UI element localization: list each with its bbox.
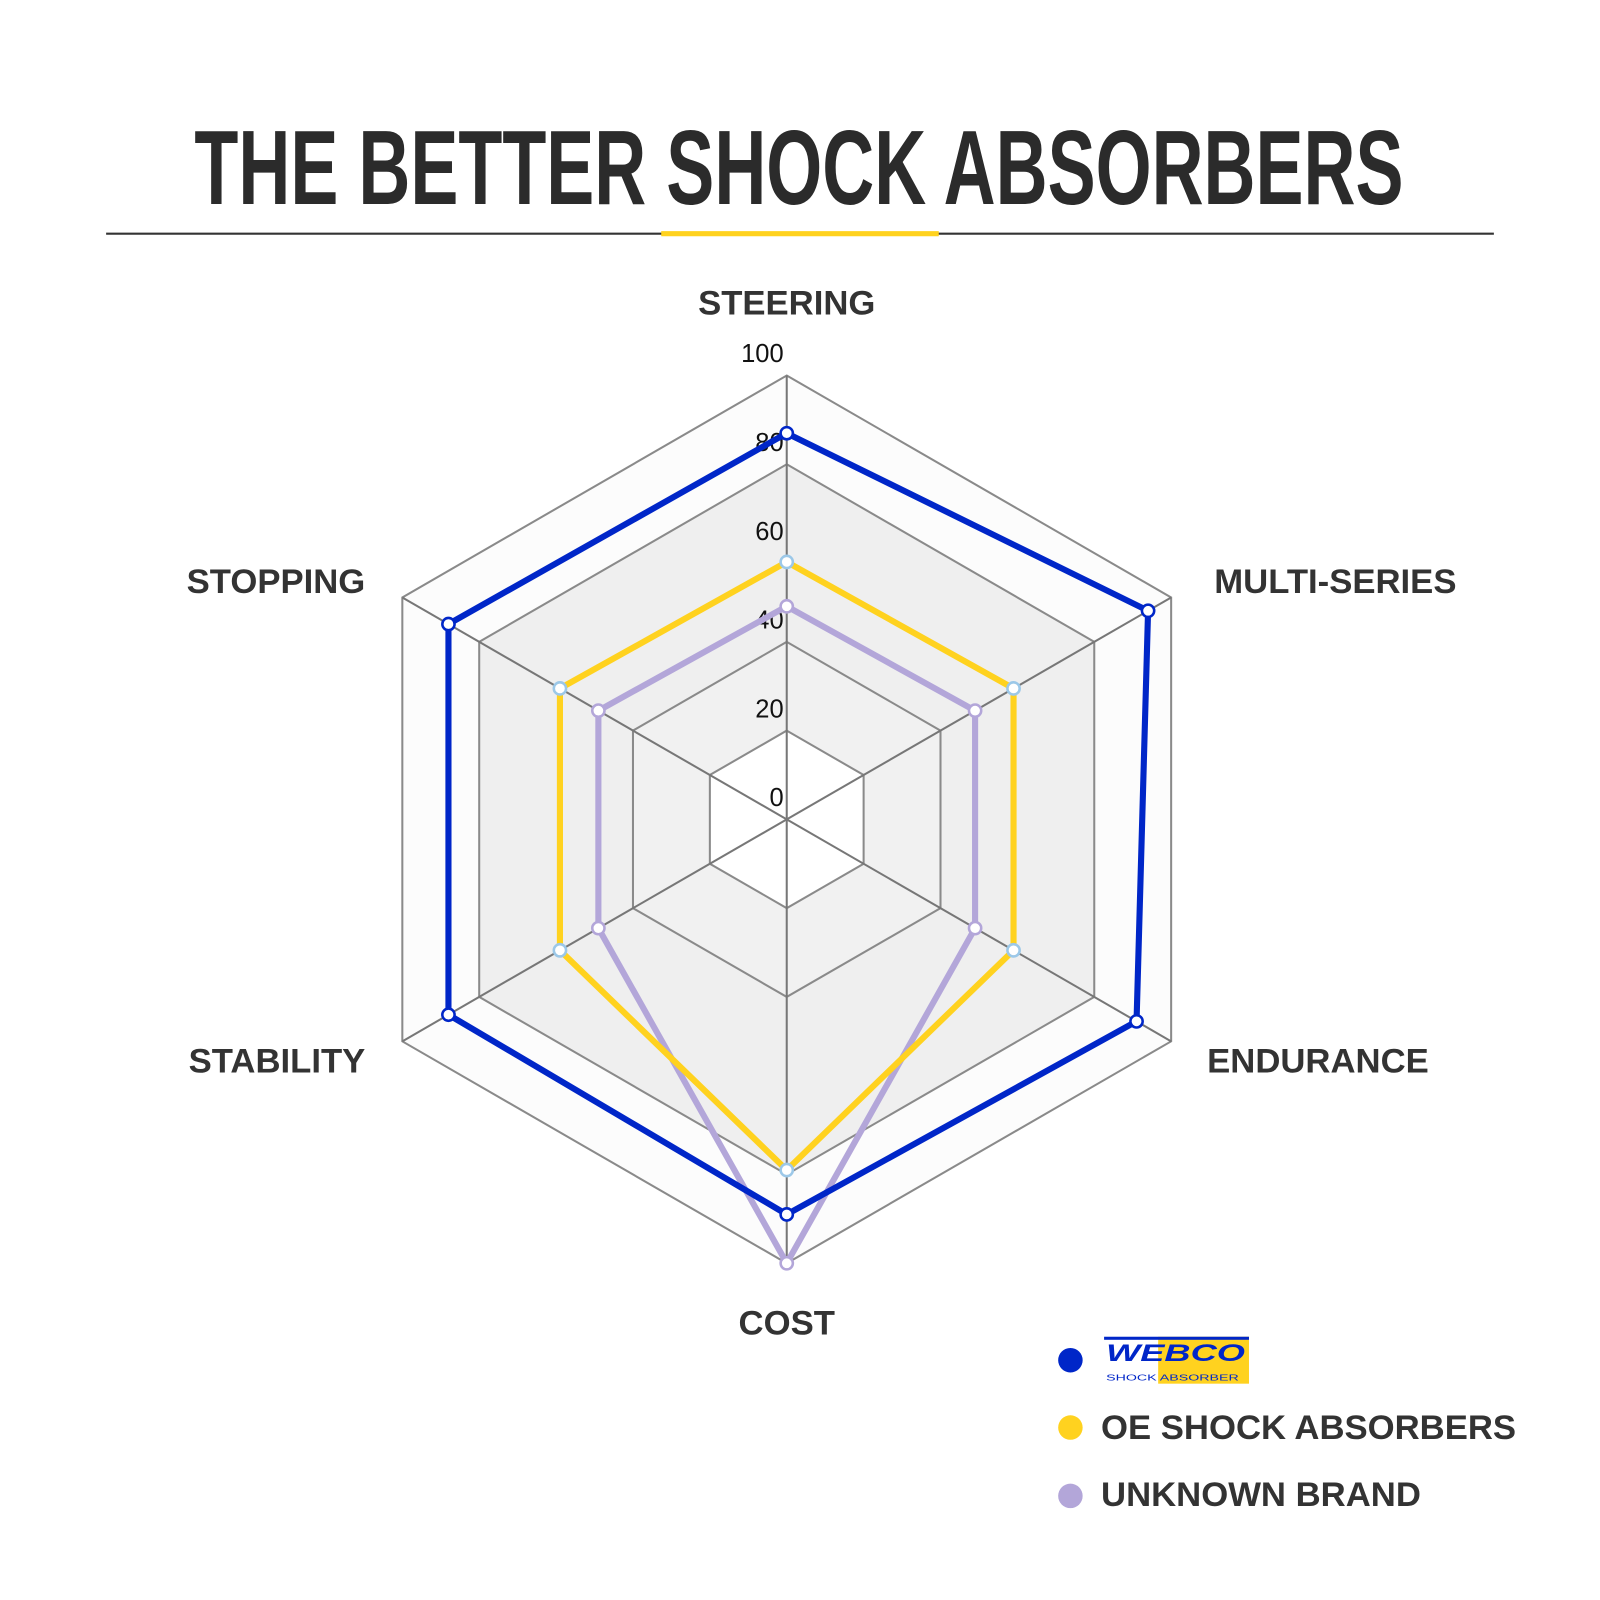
axis-label: COST xyxy=(739,1305,835,1343)
legend-item-oe[interactable]: OE SHOCK ABSORBERS xyxy=(1058,1409,1516,1447)
legend-label-unknown: UNKNOWN BRAND xyxy=(1101,1476,1421,1514)
webco-logo: WEBCO SHOCK ABSORBER xyxy=(1104,1336,1249,1384)
series-group xyxy=(441,425,1156,1271)
legend-marker-unknown xyxy=(1058,1483,1083,1509)
axis-label: ENDURANCE xyxy=(1207,1042,1429,1080)
legend: WEBCO SHOCK ABSORBER OE SHOCK ABSORBERS … xyxy=(1058,1336,1516,1514)
legend-label-oe: OE SHOCK ABSORBERS xyxy=(1101,1409,1516,1447)
data-point xyxy=(779,1162,795,1178)
data-point xyxy=(552,681,568,696)
data-point xyxy=(552,942,568,958)
data-point xyxy=(441,616,456,632)
data-point xyxy=(1006,681,1021,696)
legend-marker-oe xyxy=(1058,1415,1083,1440)
data-point xyxy=(967,703,983,719)
data-point xyxy=(779,425,795,441)
chart-title: THE BETTER SHOCK ABSORBERS xyxy=(194,109,1403,227)
axis-labels: STEERING MULTI-SERIES ENDURANCE COST STABILI… xyxy=(187,284,1457,1342)
data-point xyxy=(779,1255,795,1271)
tick-label: 60 xyxy=(755,518,783,546)
legend-item-unknown[interactable]: UNKNOWN BRAND xyxy=(1058,1476,1421,1514)
data-point xyxy=(779,1207,795,1222)
data-point xyxy=(779,554,795,570)
tick-label: 20 xyxy=(755,695,783,723)
webco-logo-subtitle: SHOCK ABSORBER xyxy=(1106,1374,1239,1383)
axis-label: MULTI-SERIES xyxy=(1214,563,1456,601)
tick-label: 100 xyxy=(741,340,784,368)
data-point xyxy=(1129,1013,1144,1029)
data-point xyxy=(590,703,606,719)
data-point xyxy=(590,920,606,936)
data-point xyxy=(779,598,795,614)
data-point xyxy=(441,1007,456,1023)
data-point xyxy=(967,920,983,936)
legend-item-webco[interactable]: WEBCO SHOCK ABSORBER xyxy=(1058,1336,1249,1384)
axis-label: STEERING xyxy=(698,284,875,322)
tick-label: 0 xyxy=(769,784,783,812)
axis-label: STOPPING xyxy=(187,563,366,601)
axis-label: STABILITY xyxy=(189,1042,366,1080)
legend-marker-webco xyxy=(1058,1347,1083,1373)
data-point xyxy=(1140,603,1156,619)
webco-logo-name: WEBCO xyxy=(1106,1340,1245,1367)
data-point xyxy=(1006,942,1021,958)
